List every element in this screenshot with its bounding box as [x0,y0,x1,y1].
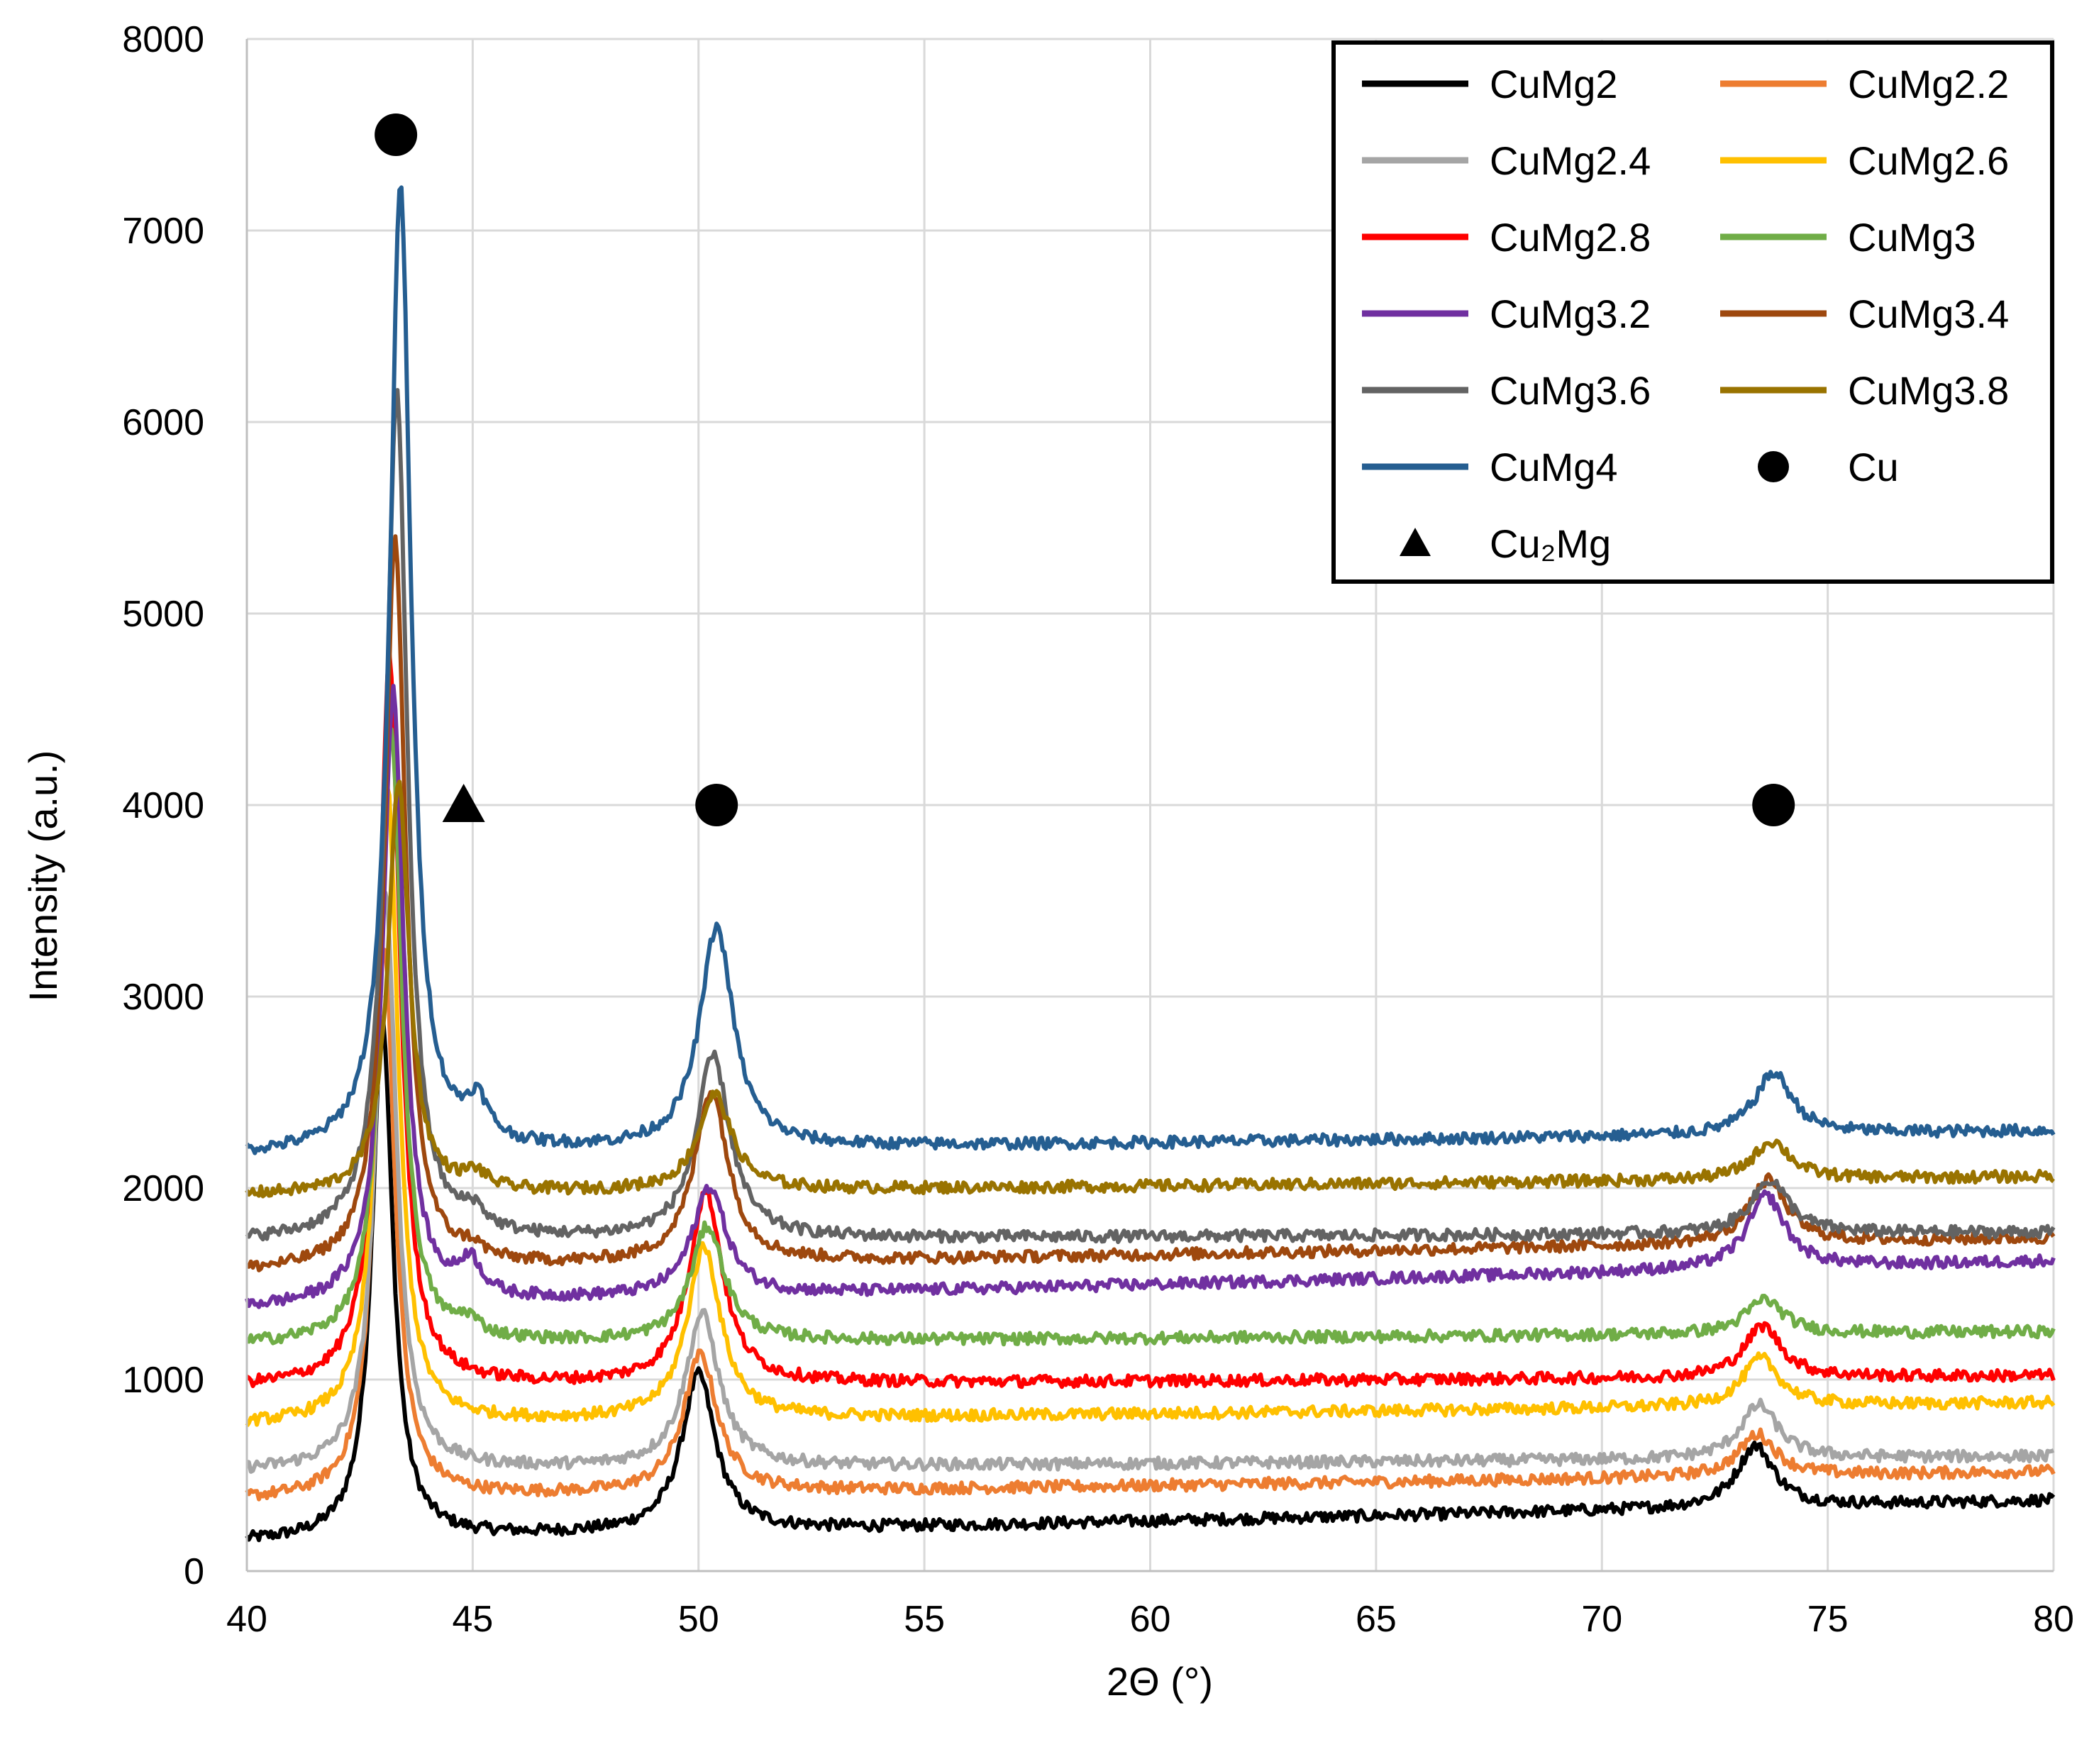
series-line-cumg3-6 [245,388,2056,1244]
x-tick-label: 40 [226,1599,267,1640]
series-line-cumg3 [246,727,2056,1347]
cu-marker-circle [1752,784,1795,826]
legend-label: CuMg3 [1848,215,1976,260]
x-tick-label: 45 [452,1599,493,1640]
y-tick-label: 3000 [122,977,204,1018]
x-tick-label: 70 [1581,1599,1622,1640]
cu-marker-circle [695,784,738,826]
legend-swatch-triangle [1400,528,1431,556]
x-tick-label: 65 [1356,1599,1397,1640]
legend-label: CuMg2.4 [1490,138,1651,183]
series-line-cumg2-2 [245,947,2056,1502]
y-axis-title: Intensity (a.u.) [21,750,65,1002]
x-tick-label: 55 [904,1599,945,1640]
series-line-cumg2-4 [246,890,2055,1474]
series-line-cumg3-2 [245,684,2056,1309]
x-tick-label: 80 [2033,1599,2074,1640]
x-tick-label: 50 [678,1599,719,1640]
x-axis-title: 2Θ (°) [1107,1659,1213,1704]
x-tick-label: 75 [1807,1599,1849,1640]
legend: CuMg2 CuMg2.2 CuMg2.4 CuMg2.6 CuMg2.8 CuMg3 Cu… [1331,40,2054,584]
legend-label: Cu [1848,445,1899,489]
legend-label: CuMg2.8 [1490,215,1651,260]
y-tick-label: 7000 [122,211,204,252]
legend-label: CuMg3.6 [1490,368,1651,413]
y-tick-label: 4000 [122,785,204,826]
y-tick-label: 1000 [122,1360,204,1401]
series-line-cumg3-8 [245,780,2055,1199]
cu2mg-marker-triangle [442,784,485,822]
legend-label: CuMg3.2 [1490,292,1651,336]
series-line-cumg4 [245,185,2056,1155]
phase-markers [375,113,1795,826]
cu-marker-circle [375,113,418,156]
y-tick-label: 0 [184,1551,204,1592]
y-tick-label: 5000 [122,594,204,635]
y-tick-label: 2000 [122,1168,204,1209]
legend-label: CuMg2.2 [1848,62,2009,106]
series-lines [245,185,2056,1543]
axes [245,39,2054,1572]
tick-labels: 40 45 50 55 60 65 70 75 80 0 1000 2000 3000 4000 5000 6… [122,19,2074,1640]
legend-swatch-circle [1758,451,1789,482]
series-line-cumg2-6 [245,785,2056,1427]
series-line-cumg2 [245,1019,2056,1543]
legend-label: CuMg3.4 [1848,292,2009,336]
legend-label: CuMg2 [1490,62,1618,106]
y-tick-label: 6000 [122,402,204,443]
series-line-cumg2-8 [245,650,2056,1389]
legend-label: CuMg2.6 [1848,138,2009,183]
legend-label: CuMg3.8 [1848,368,2009,413]
legend-label: CuMg4 [1490,445,1618,489]
y-tick-label: 8000 [122,19,204,60]
legend-label: Cu₂Mg [1490,521,1611,566]
x-tick-label: 60 [1130,1599,1171,1640]
